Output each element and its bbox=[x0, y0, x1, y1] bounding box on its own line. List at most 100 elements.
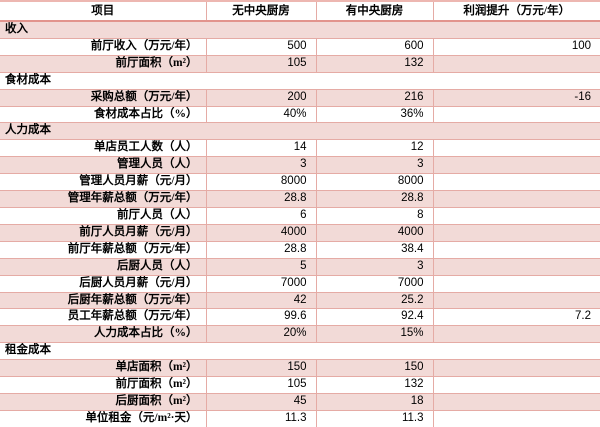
value-profit-gain bbox=[433, 410, 600, 427]
table-row: 单店面积（m²） 150 150 bbox=[0, 359, 600, 377]
table-row: 食材成本占比（%） 40% 36% bbox=[0, 106, 600, 123]
section-row: 收入 bbox=[0, 21, 600, 39]
row-label: 单位租金（元/m²·天） bbox=[0, 410, 207, 427]
row-label: 管理人员月薪（元/月） bbox=[0, 173, 207, 191]
value-no-central-kitchen: 20% bbox=[206, 325, 317, 343]
value-with-central-kitchen: 4000 bbox=[316, 224, 434, 242]
table-row: 后厨面积（m²） 45 18 bbox=[0, 393, 600, 411]
value-profit-gain bbox=[433, 224, 600, 241]
header-row: 项目 无中央厨房 有中央厨房 利润提升（万元/年） bbox=[0, 1, 600, 21]
table-header: 项目 无中央厨房 有中央厨房 利润提升（万元/年） bbox=[0, 1, 600, 21]
value-with-central-kitchen: 92.4 bbox=[316, 308, 434, 326]
value-with-central-kitchen: 12 bbox=[316, 139, 434, 157]
value-no-central-kitchen: 105 bbox=[206, 55, 317, 73]
value-profit-gain: 7.2 bbox=[575, 310, 591, 323]
value-no-central-kitchen: 500 bbox=[206, 38, 317, 56]
value-with-central-kitchen: 18 bbox=[316, 393, 434, 411]
value-profit-gain bbox=[433, 174, 600, 191]
table-row: 前厅年薪总额（万元/年） 28.8 38.4 bbox=[0, 241, 600, 259]
value-profit-gain bbox=[433, 241, 600, 258]
table-row: 后厨人员月薪（元/月） 7000 7000 bbox=[0, 275, 600, 292]
column-header-with-central-kitchen: 有中央厨房 bbox=[316, 1, 434, 21]
column-header-profit-gain: 利润提升（万元/年） bbox=[463, 5, 571, 17]
section-label: 租金成本 bbox=[5, 344, 51, 357]
value-no-central-kitchen: 7000 bbox=[206, 275, 317, 292]
value-profit-gain bbox=[433, 140, 600, 157]
table-row: 前厅面积（m²） 105 132 bbox=[0, 376, 600, 394]
value-no-central-kitchen: 45 bbox=[206, 393, 317, 411]
value-with-central-kitchen: 132 bbox=[316, 55, 434, 73]
table-row: 管理年薪总额（万元/年） 28.8 28.8 bbox=[0, 190, 600, 208]
value-no-central-kitchen: 28.8 bbox=[206, 190, 317, 208]
table-row: 前厅收入（万元/年） 500 600 100 bbox=[0, 38, 600, 56]
value-profit-gain: 100 bbox=[571, 39, 591, 52]
table-row: 后厨年薪总额（万元/年） 42 25.2 bbox=[0, 292, 600, 309]
table-row: 前厅人员（人） 6 8 bbox=[0, 207, 600, 225]
column-header-no-central-kitchen: 无中央厨房 bbox=[206, 1, 317, 21]
value-with-central-kitchen: 3 bbox=[316, 156, 434, 174]
table-row: 前厅面积（m²） 105 132 bbox=[0, 55, 600, 73]
value-no-central-kitchen: 42 bbox=[206, 292, 317, 309]
section-label: 食材成本 bbox=[5, 73, 51, 86]
table-row: 管理人员（人） 3 3 bbox=[0, 156, 600, 174]
value-with-central-kitchen: 3 bbox=[316, 258, 434, 276]
value-with-central-kitchen: 8000 bbox=[316, 173, 434, 191]
value-with-central-kitchen: 132 bbox=[316, 376, 434, 394]
row-label: 后厨人员（人） bbox=[0, 258, 207, 276]
row-label: 前厅人员（人） bbox=[0, 207, 207, 225]
value-no-central-kitchen: 28.8 bbox=[206, 241, 317, 259]
value-with-central-kitchen: 36% bbox=[316, 106, 434, 123]
value-profit-gain bbox=[433, 393, 600, 410]
value-no-central-kitchen: 40% bbox=[206, 106, 317, 123]
row-label: 单店面积（m²） bbox=[0, 359, 207, 377]
value-profit-gain bbox=[433, 191, 600, 208]
value-profit-gain bbox=[433, 377, 600, 394]
row-label: 食材成本占比（%） bbox=[0, 106, 207, 123]
section-label: 收入 bbox=[5, 23, 28, 35]
section-row: 食材成本 bbox=[0, 72, 600, 90]
value-profit-gain: -16 bbox=[574, 90, 591, 103]
value-profit-gain bbox=[433, 292, 600, 309]
value-profit-gain bbox=[433, 360, 600, 377]
value-no-central-kitchen: 99.6 bbox=[206, 308, 317, 326]
row-label: 前厅收入（万元/年） bbox=[0, 38, 207, 56]
value-no-central-kitchen: 4000 bbox=[206, 224, 317, 242]
row-label: 前厅人员月薪（元/月） bbox=[0, 224, 207, 242]
value-profit-gain bbox=[433, 275, 600, 292]
value-no-central-kitchen: 14 bbox=[206, 139, 317, 157]
value-no-central-kitchen: 11.3 bbox=[206, 410, 317, 427]
value-no-central-kitchen: 8000 bbox=[206, 173, 317, 191]
section-label: 人力成本 bbox=[5, 124, 51, 137]
table-row: 人力成本占比（%） 20% 15% bbox=[0, 325, 600, 343]
value-profit-gain bbox=[433, 207, 600, 224]
value-no-central-kitchen: 3 bbox=[206, 156, 317, 174]
value-profit-gain bbox=[433, 326, 600, 343]
value-with-central-kitchen: 150 bbox=[316, 359, 434, 377]
table-row: 采购总额（万元/年） 200 216 -16 bbox=[0, 89, 600, 107]
table-row: 单店员工人数（人） 14 12 bbox=[0, 139, 600, 157]
value-with-central-kitchen: 28.8 bbox=[316, 190, 434, 208]
row-label: 后厨面积（m²） bbox=[0, 393, 207, 411]
row-label: 后厨年薪总额（万元/年） bbox=[0, 292, 207, 309]
row-label: 单店员工人数（人） bbox=[0, 139, 207, 157]
row-label: 前厅面积（m²） bbox=[0, 55, 207, 73]
value-with-central-kitchen: 15% bbox=[316, 325, 434, 343]
table-row: 员工年薪总额（万元/年） 99.6 92.4 7.2 bbox=[0, 308, 600, 326]
row-label: 采购总额（万元/年） bbox=[0, 89, 207, 107]
row-label: 人力成本占比（%） bbox=[0, 325, 207, 343]
value-with-central-kitchen: 216 bbox=[316, 89, 434, 107]
row-label: 管理年薪总额（万元/年） bbox=[0, 190, 207, 208]
value-profit-gain bbox=[433, 55, 600, 72]
value-with-central-kitchen: 600 bbox=[316, 38, 434, 56]
value-profit-gain bbox=[433, 106, 600, 123]
value-profit-gain bbox=[433, 258, 600, 275]
value-no-central-kitchen: 5 bbox=[206, 258, 317, 276]
value-no-central-kitchen: 105 bbox=[206, 376, 317, 394]
row-label: 员工年薪总额（万元/年） bbox=[0, 308, 207, 326]
section-row: 人力成本 bbox=[0, 122, 600, 140]
table-body: 收入 前厅收入（万元/年） 500 600 100 前厅面积（m²） 105 132 食材成本采… bbox=[0, 21, 600, 427]
value-no-central-kitchen: 6 bbox=[206, 207, 317, 225]
value-with-central-kitchen: 8 bbox=[316, 207, 434, 225]
